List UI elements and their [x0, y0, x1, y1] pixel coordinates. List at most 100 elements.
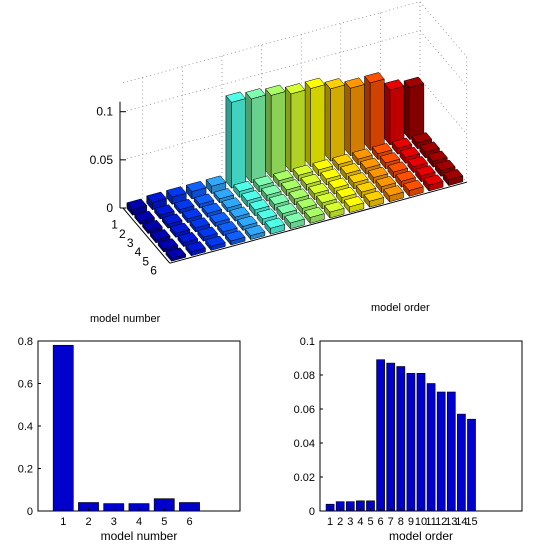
bar3d: [442, 169, 464, 187]
bar3d-side: [324, 81, 331, 162]
bar: [416, 372, 426, 512]
x-tick-label: 4: [136, 516, 142, 528]
grid-line: [122, 1, 421, 84]
bar3d-side: [367, 170, 374, 185]
bar3d-side: [395, 174, 402, 188]
x-tick-label: 12: [435, 516, 447, 528]
row-tick-label: 6: [150, 264, 157, 278]
z-tick-label: 0.1: [96, 105, 113, 119]
bar3d-side: [304, 210, 311, 225]
bar3d: [217, 221, 238, 237]
bar3d-side: [324, 204, 331, 219]
bar3d: [268, 193, 290, 212]
bars: [325, 359, 476, 512]
bar3d-side: [225, 233, 232, 246]
bar3d: [213, 188, 235, 204]
bar3d: [165, 247, 187, 262]
bar3d: [364, 72, 385, 152]
x-tick-label: 13: [445, 516, 457, 528]
bar3d-side: [245, 91, 252, 184]
y-tick-label: 0.04: [294, 438, 315, 450]
bar3d: [284, 83, 306, 173]
bar3d: [229, 206, 250, 222]
y-tick-label: 0.06: [294, 404, 315, 416]
bar3d: [244, 224, 266, 241]
bar3d-side: [237, 219, 244, 232]
bar3d-side: [244, 228, 251, 241]
bar3d-side: [340, 166, 347, 181]
bar3d: [181, 208, 203, 224]
bar3d-side: [185, 244, 192, 257]
row-tick-label: 3: [127, 236, 134, 250]
bar3d: [304, 77, 326, 168]
bar3d: [422, 174, 444, 192]
bar3d: [221, 197, 242, 213]
bar3d-bars: [126, 72, 464, 262]
bar: [467, 418, 476, 512]
bar3d-side: [284, 215, 291, 230]
bar3d-side: [427, 154, 434, 168]
y-tick-label: 0.2: [18, 464, 33, 476]
bar: [396, 366, 406, 512]
bar3d-side: [442, 172, 449, 187]
bar3d: [177, 231, 199, 248]
bar3d-side: [403, 80, 410, 141]
bar3d-side: [256, 211, 263, 226]
bar3d-front: [270, 91, 286, 178]
bar3d: [264, 217, 286, 235]
bar: [406, 372, 416, 512]
bar3d: [173, 198, 195, 215]
bar3d: [323, 201, 345, 219]
bar: [386, 362, 396, 512]
bar3d-side: [241, 193, 248, 208]
bar3d-side: [360, 161, 367, 175]
model-number-bar-chart: 1 2 3 4 5 6 0 0.2 0.4 0.6 0.8 model number: [18, 336, 241, 543]
bar3d-front: [369, 78, 385, 151]
model-order-bar-chart: 1 2 3 4 5 6 7 8 9 10111213141500.020.040.060.080.…: [294, 336, 523, 543]
bar3d: [189, 217, 211, 233]
bar3d-side: [221, 200, 228, 213]
bar3d-side: [399, 150, 406, 165]
bar3d-side: [300, 177, 307, 192]
bar3d: [161, 213, 183, 229]
bar3d-side: [253, 178, 260, 193]
bar3d: [185, 241, 206, 257]
bar: [426, 383, 436, 512]
bar3d-side: [423, 177, 430, 192]
bar3d-side: [407, 159, 414, 174]
bar3d-side: [268, 197, 275, 212]
bar3d-side: [146, 195, 153, 211]
bar3d-side: [316, 195, 323, 210]
bar3d-side: [403, 183, 410, 198]
bar3d-side: [355, 184, 362, 199]
bar3d-side: [193, 197, 200, 209]
bar3d-side: [387, 164, 394, 179]
bar3d-z-tick-labels: 0 0.05 0.1: [90, 105, 126, 215]
x-tick-label: 1: [327, 516, 333, 528]
bar3d-side: [174, 202, 181, 215]
bar3d-front: [251, 94, 266, 184]
x-axis-label: model number: [101, 529, 178, 543]
bar3d-side: [391, 141, 398, 155]
bar3d: [344, 77, 365, 157]
bar3d-side: [280, 182, 287, 197]
x-tick-label: 5: [161, 516, 167, 528]
bar3d-side: [205, 239, 212, 252]
bar3d-side: [292, 168, 299, 182]
grid-line: [419, 1, 468, 58]
bar3d-side: [189, 220, 196, 233]
bar3d-side: [154, 207, 161, 220]
bar3d-side: [213, 191, 220, 204]
y-tick-label: 0: [309, 506, 315, 518]
z-tick-label: 0: [106, 201, 113, 215]
x-tick-label: 2: [337, 516, 343, 528]
bar3d-side: [411, 135, 418, 150]
bar3d: [284, 212, 305, 230]
bar3d-side: [372, 146, 379, 161]
tick-labels: 1 2 3 4 5 6 0 0.2 0.4 0.6 0.8: [18, 336, 193, 528]
bar3d-side: [364, 75, 371, 152]
x-tick-label: 3: [347, 516, 353, 528]
bar3d-side: [265, 88, 272, 179]
bar3d: [149, 229, 171, 244]
